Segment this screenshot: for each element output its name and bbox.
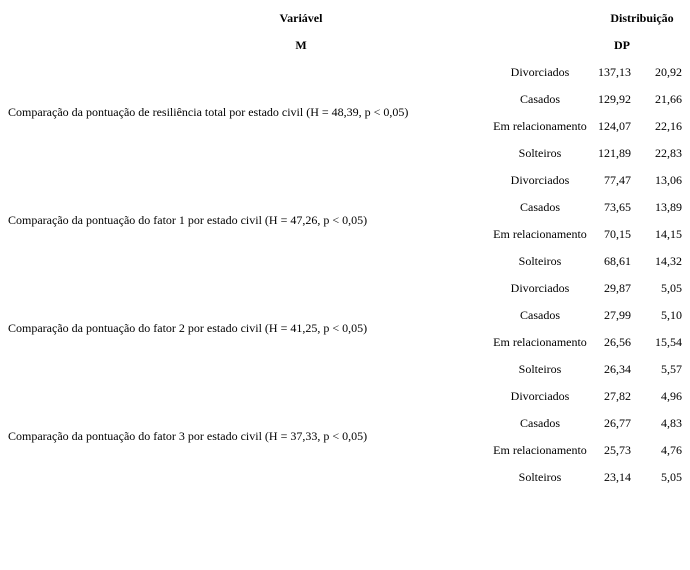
status-label: Casados (520, 92, 560, 106)
header-variavel: Variável (279, 11, 323, 25)
mean-value: 26,56 (604, 335, 631, 349)
sd-value: 22,16 (655, 119, 682, 133)
mean-value: 124,07 (598, 119, 631, 133)
mean-value: 121,89 (598, 146, 631, 160)
status-label: Casados (520, 308, 560, 322)
sd-value: 13,89 (655, 200, 682, 214)
sd-value: 22,83 (655, 146, 682, 160)
sd-value: 14,32 (655, 254, 682, 268)
sd-value: 5,10 (661, 308, 682, 322)
status-label: Em relacionamento (493, 227, 587, 241)
mean-value: 129,92 (598, 92, 631, 106)
mean-value: 25,73 (604, 443, 631, 457)
status-label: Em relacionamento (493, 335, 587, 349)
group-label: Comparação da pontuação do fator 2 por e… (8, 321, 368, 335)
status-label: Divorciados (510, 173, 570, 187)
sd-value: 20,92 (655, 65, 682, 79)
group-label: Comparação da pontuação de resiliência t… (8, 105, 409, 119)
sd-value: 14,15 (655, 227, 682, 241)
group-label: Comparação da pontuação do fator 1 por e… (8, 213, 368, 227)
sd-value: 13,06 (655, 173, 682, 187)
mean-value: 70,15 (604, 227, 631, 241)
status-label: Casados (520, 200, 560, 214)
header-distribuicao: Distribuição (610, 11, 674, 25)
sd-value: 21,66 (655, 92, 682, 106)
status-label: Divorciados (510, 389, 570, 403)
status-label: Solteiros (518, 362, 562, 376)
status-label: Em relacionamento (493, 119, 587, 133)
mean-value: 137,13 (598, 65, 631, 79)
sd-value: 4,76 (661, 443, 682, 457)
mean-value: 27,82 (604, 389, 631, 403)
status-label: Em relacionamento (493, 443, 587, 457)
sd-value: 5,05 (661, 281, 682, 295)
header-dp: DP (614, 38, 630, 52)
sd-value: 4,96 (661, 389, 682, 403)
mean-value: 26,77 (604, 416, 631, 430)
mean-value: 77,47 (604, 173, 631, 187)
header-m: M (295, 38, 307, 52)
mean-value: 27,99 (604, 308, 631, 322)
status-label: Solteiros (518, 470, 562, 484)
sd-value: 4,83 (661, 416, 682, 430)
mean-value: 68,61 (604, 254, 631, 268)
sd-value: 5,05 (661, 470, 682, 484)
sd-value: 15,54 (655, 335, 682, 349)
mean-value: 23,14 (604, 470, 631, 484)
mean-value: 26,34 (604, 362, 631, 376)
status-label: Divorciados (510, 65, 570, 79)
status-label: Solteiros (518, 146, 562, 160)
sd-value: 5,57 (661, 362, 682, 376)
status-label: Casados (520, 416, 560, 430)
mean-value: 73,65 (604, 200, 631, 214)
status-label: Solteiros (518, 254, 562, 268)
status-label: Divorciados (510, 281, 570, 295)
mean-value: 29,87 (604, 281, 631, 295)
group-label: Comparação da pontuação do fator 3 por e… (8, 429, 368, 443)
